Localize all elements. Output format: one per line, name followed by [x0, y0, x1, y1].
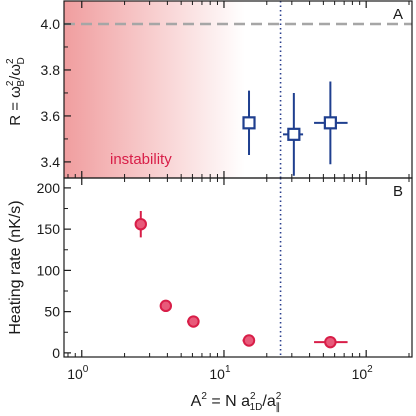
x-tick-label: 102	[352, 364, 374, 382]
data-point-b	[242, 334, 256, 347]
y-label-a-sub2: D	[16, 57, 27, 64]
y-label-a-slash: /ω	[7, 64, 24, 80]
data-point-b	[324, 335, 337, 349]
instability-label: instability	[110, 151, 172, 168]
y-tick-label-a: 4.0	[41, 16, 61, 32]
x-label-sup0: 2	[201, 391, 207, 402]
y-label-a-prefix: R = ω	[7, 86, 24, 126]
x-tick-label: 101	[209, 364, 231, 382]
x-label-a: A	[191, 393, 202, 410]
y-tick-label-a: 3.6	[41, 108, 61, 124]
instability-region	[64, 1, 245, 178]
x-label-sup1: 2	[250, 391, 256, 402]
data-point-b	[134, 217, 147, 231]
x-label-c: /a	[262, 393, 275, 410]
panel-b: 0 50 100 150 200 100 101 102	[37, 177, 413, 382]
data-point-a	[287, 127, 301, 141]
x-tick-label: 100	[67, 364, 89, 382]
x-label-sub1: 1D	[250, 402, 263, 413]
y-axis-label-a: R = ω2B/ω2D	[5, 57, 27, 126]
x-label-sup2: 2	[276, 391, 282, 402]
y-tick-label-b: 200	[37, 180, 61, 196]
panel-letter-a: A	[393, 6, 403, 23]
y-label-a-sup1: 2	[5, 80, 16, 86]
y-label-a-sub1: B	[16, 80, 27, 87]
x-axis-label: A2 = N a2 1D/a2 ∥	[191, 391, 282, 413]
plot-frame-b	[63, 177, 413, 358]
x-label-sub2: ∥	[275, 402, 280, 413]
y-tick-label-a: 3.8	[41, 62, 61, 78]
data-point-b	[159, 299, 173, 313]
y-tick-label-b: 150	[37, 221, 61, 237]
panel-a: 3.4 3.6 3.8 4.0 instability	[41, 0, 413, 179]
y-axis-label-b: Heating rate (nK/s)	[7, 200, 24, 334]
y-tick-label-b: 50	[44, 304, 60, 320]
y-tick-label-b: 0	[52, 345, 60, 361]
panel-letter-b: B	[393, 183, 403, 200]
x-label-b: = N a	[207, 393, 250, 410]
y-label-a-sup2: 2	[5, 58, 16, 64]
data-point-a	[242, 116, 256, 130]
y-tick-label-b: 100	[37, 262, 61, 278]
data-point-a	[323, 116, 337, 130]
y-tick-label-a: 3.4	[41, 154, 61, 170]
data-point-b	[187, 315, 200, 328]
